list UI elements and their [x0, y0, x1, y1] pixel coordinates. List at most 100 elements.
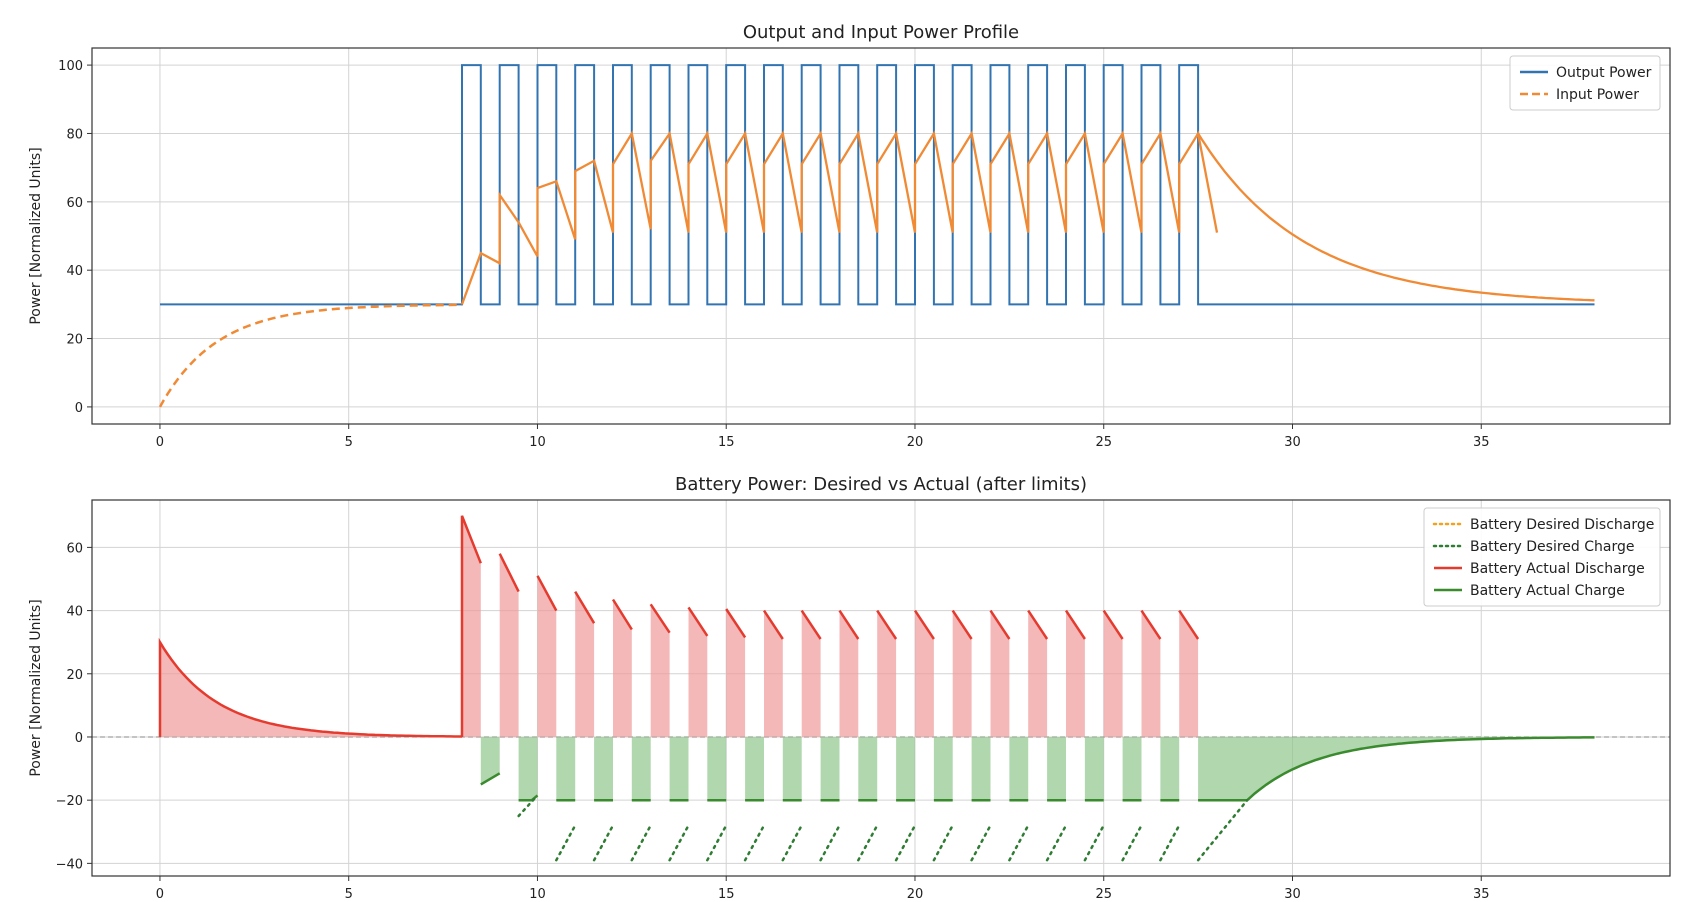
chart-battery-power: Battery Power: Desired vs Actual (after … [28, 474, 1671, 902]
series-desired-charge [1121, 824, 1143, 862]
discharge-area [877, 610, 897, 737]
axes-frame [91, 499, 1671, 877]
x-tick-label: 0 [156, 435, 164, 450]
y-tick-label: 0 [75, 731, 83, 746]
series-desired-charge [857, 824, 879, 862]
series-desired-charge [517, 794, 539, 818]
legend-label: Battery Actual Discharge [1470, 561, 1645, 577]
x-tick-label: 20 [907, 887, 924, 902]
discharge-area [1141, 610, 1161, 737]
x-tick-label: 5 [345, 887, 353, 902]
charge-area [1047, 737, 1066, 801]
y-tick-label: 60 [66, 541, 83, 556]
series-actual-discharge [989, 609, 1011, 640]
discharge-area [1028, 610, 1048, 737]
series-actual-discharge [725, 608, 747, 639]
series-desired-charge [1159, 824, 1181, 862]
axes-frame [91, 47, 1671, 425]
discharge-area [839, 610, 859, 737]
charge-area [669, 737, 689, 801]
series-desired-charge [932, 824, 954, 862]
x-tick-label: 10 [529, 435, 546, 450]
y-tick-label: −20 [56, 794, 83, 809]
series-desired-charge [1083, 824, 1105, 862]
series-actual-discharge [876, 609, 898, 640]
series-actual-charge [1198, 736, 1595, 802]
y-tick-label: 0 [75, 401, 83, 416]
legend-label: Battery Desired Charge [1470, 539, 1634, 555]
discharge-area [537, 575, 557, 737]
discharge-area [650, 604, 670, 737]
x-tick-label: 5 [345, 435, 353, 450]
y-axis-label: Power [Normalized Units] [28, 599, 44, 776]
charge-area [933, 737, 953, 801]
discharge-area [801, 610, 821, 737]
x-tick-label: 35 [1473, 887, 1490, 902]
charge-area [518, 737, 538, 801]
y-tick-label: 20 [66, 333, 83, 348]
series-desired-charge [781, 824, 803, 862]
series-actual-discharge [1178, 609, 1200, 640]
series-desired-charge [1045, 824, 1068, 862]
series-desired-charge [555, 824, 577, 862]
charge-area [896, 737, 915, 801]
legend-label: Input Power [1556, 87, 1639, 103]
series-actual-discharge [460, 515, 482, 737]
series-desired-charge [894, 824, 917, 862]
charge-area [745, 737, 764, 801]
y-tick-label: −40 [56, 857, 83, 872]
x-tick-label: 25 [1095, 435, 1112, 450]
series-input-power-decay [1197, 132, 1595, 302]
series-actual-discharge [1102, 609, 1124, 640]
discharge-area [990, 610, 1010, 737]
charge-area [707, 737, 727, 801]
discharge-area [160, 642, 462, 737]
x-tick-label: 30 [1284, 435, 1301, 450]
series-actual-discharge [649, 603, 671, 634]
plot-area [92, 515, 1670, 862]
series-actual-discharge [913, 609, 935, 640]
x-tick-label: 35 [1473, 435, 1490, 450]
discharge-area [688, 607, 708, 737]
series-desired-charge [592, 824, 615, 862]
charge-area [1198, 737, 1595, 801]
charge-area [1084, 737, 1104, 801]
series-actual-discharge [1064, 609, 1086, 640]
axis-ticks: 0 5 10 15 20 25 30 35 0 20 40 60 80 100 [58, 59, 1489, 450]
plot-area [158, 64, 1595, 408]
series-actual-charge [480, 772, 501, 786]
chart-title: Output and Input Power Profile [743, 22, 1019, 43]
legend-box [1423, 507, 1661, 607]
x-tick-label: 15 [718, 887, 735, 902]
x-tick-label: 25 [1095, 887, 1112, 902]
chart-output-input-power: Output and Input Power Profile Power [No… [28, 22, 1671, 450]
axis-ticks: 0 5 10 15 20 25 30 35 −40 −20 0 20 40 60 [56, 541, 1490, 902]
legend: Output Power Input Power [1509, 55, 1661, 111]
chart-title: Battery Power: Desired vs Actual (after … [675, 474, 1087, 495]
x-tick-label: 10 [529, 887, 546, 902]
charge-area [1160, 737, 1180, 801]
x-tick-label: 30 [1284, 887, 1301, 902]
y-tick-label: 40 [66, 605, 83, 620]
discharge-area [726, 609, 746, 737]
discharge-area [1066, 610, 1085, 737]
x-tick-label: 15 [718, 435, 735, 450]
x-tick-label: 0 [156, 887, 164, 902]
series-actual-discharge [762, 609, 784, 640]
discharge-area [462, 515, 481, 737]
series-actual-discharge [951, 609, 973, 640]
y-tick-label: 80 [66, 127, 83, 142]
charge-area [631, 737, 651, 801]
charge-area [971, 737, 991, 801]
y-tick-label: 40 [66, 264, 83, 279]
charge-area [594, 737, 613, 801]
x-tick-label: 20 [907, 435, 924, 450]
series-desired-charge [630, 824, 652, 862]
charge-area [782, 737, 802, 801]
series-desired-charge [1196, 798, 1249, 862]
series-actual-discharge [838, 609, 860, 640]
discharge-area [613, 599, 632, 737]
series-input-power-sawtooth [460, 130, 1219, 305]
discharge-area [952, 610, 972, 737]
series-desired-charge [743, 824, 766, 862]
